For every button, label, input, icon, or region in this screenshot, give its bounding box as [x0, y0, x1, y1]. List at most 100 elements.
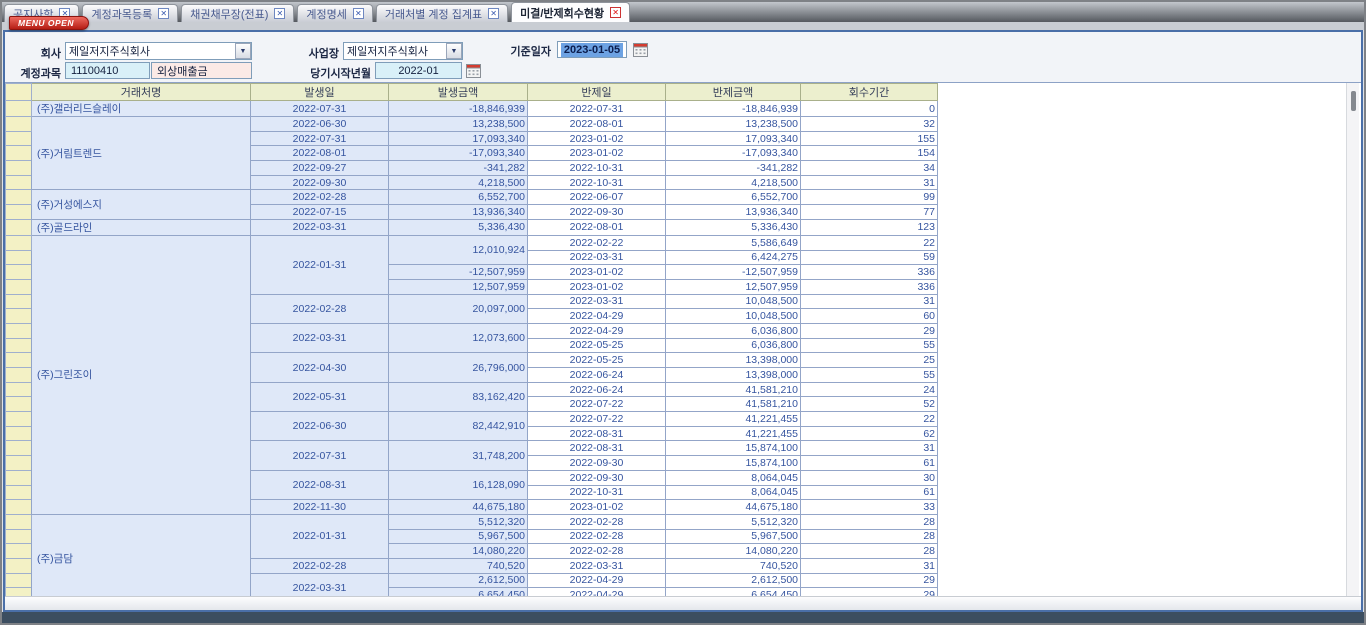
- selector[interactable]: [5, 218, 32, 236]
- settle-date[interactable]: 2022-05-25: [527, 337, 666, 354]
- settle-date[interactable]: 2022-05-25: [527, 352, 666, 368]
- collect-days[interactable]: 31: [800, 440, 938, 457]
- calendar-icon[interactable]: [466, 63, 481, 78]
- settle-amount[interactable]: 15,874,100: [665, 440, 801, 457]
- occ-amount[interactable]: 12,507,959: [388, 278, 528, 295]
- column-header[interactable]: 반제일: [527, 83, 666, 101]
- tab-close-icon[interactable]: ✕: [352, 8, 364, 19]
- settle-date[interactable]: 2022-08-31: [527, 425, 666, 442]
- settle-amount[interactable]: 6,654,450: [665, 587, 801, 596]
- collect-days[interactable]: 22: [800, 411, 938, 427]
- settle-amount[interactable]: 13,238,500: [665, 116, 801, 132]
- settle-amount[interactable]: 41,581,210: [665, 381, 801, 398]
- collect-days[interactable]: 77: [800, 204, 938, 220]
- settle-amount[interactable]: 5,967,500: [665, 528, 801, 545]
- occ-amount[interactable]: 26,796,000: [388, 352, 528, 383]
- collect-days[interactable]: 28: [800, 513, 938, 530]
- occ-amount[interactable]: 740,520: [388, 557, 528, 574]
- horizontal-scrollbar[interactable]: [5, 596, 1361, 610]
- occ-date[interactable]: 2022-09-27: [250, 160, 389, 176]
- selector[interactable]: [5, 174, 32, 191]
- selector[interactable]: [5, 425, 32, 442]
- settle-amount[interactable]: -12,507,959: [665, 264, 801, 280]
- occ-date[interactable]: 2022-02-28: [250, 189, 389, 206]
- collect-days[interactable]: 61: [800, 484, 938, 501]
- settle-amount[interactable]: 14,080,220: [665, 543, 801, 559]
- collect-days[interactable]: 55: [800, 337, 938, 354]
- settle-date[interactable]: 2022-10-31: [527, 160, 666, 176]
- occ-date[interactable]: 2022-07-31: [250, 440, 389, 471]
- collect-days[interactable]: 0: [800, 100, 938, 117]
- settle-date[interactable]: 2022-04-29: [527, 322, 666, 339]
- selector[interactable]: [5, 440, 32, 457]
- collect-days[interactable]: 155: [800, 130, 938, 147]
- name[interactable]: (주)골드라인: [31, 218, 251, 236]
- settle-date[interactable]: 2022-02-22: [527, 234, 666, 251]
- settle-date[interactable]: 2023-01-02: [527, 264, 666, 280]
- tab-2[interactable]: 계정과목등록 ✕: [82, 4, 179, 22]
- occ-amount[interactable]: 6,654,450: [388, 587, 528, 596]
- collect-days[interactable]: 59: [800, 249, 938, 266]
- occ-date[interactable]: 2022-03-31: [250, 572, 389, 596]
- settle-amount[interactable]: 41,221,455: [665, 411, 801, 427]
- company-select[interactable]: 제일저지주식회사 ▼: [65, 42, 252, 60]
- selector[interactable]: [5, 557, 32, 574]
- collect-days[interactable]: 29: [800, 322, 938, 339]
- settle-date[interactable]: 2022-02-28: [527, 528, 666, 545]
- settle-date[interactable]: 2022-10-31: [527, 484, 666, 501]
- settle-amount[interactable]: 15,874,100: [665, 455, 801, 471]
- tab-5[interactable]: 거래처별 계정 집계표 ✕: [375, 4, 509, 22]
- collect-days[interactable]: 33: [800, 499, 938, 515]
- settle-amount[interactable]: 8,064,045: [665, 484, 801, 501]
- selector[interactable]: [5, 249, 32, 266]
- chevron-down-icon[interactable]: ▼: [446, 43, 462, 59]
- selector[interactable]: [5, 499, 32, 515]
- occ-amount[interactable]: -18,846,939: [388, 100, 528, 117]
- settle-date[interactable]: 2022-07-31: [527, 100, 666, 117]
- occ-amount[interactable]: 4,218,500: [388, 174, 528, 191]
- name[interactable]: (주)거성에스지: [31, 189, 251, 220]
- settle-date[interactable]: 2022-03-31: [527, 557, 666, 574]
- settle-date[interactable]: 2022-09-30: [527, 469, 666, 486]
- selector[interactable]: [5, 160, 32, 176]
- settle-date[interactable]: 2023-01-02: [527, 145, 666, 162]
- settle-date[interactable]: 2023-01-02: [527, 278, 666, 295]
- collect-days[interactable]: 154: [800, 145, 938, 162]
- name[interactable]: (주)그린조이: [31, 234, 251, 515]
- settle-date[interactable]: 2022-08-01: [527, 218, 666, 236]
- settle-amount[interactable]: 4,218,500: [665, 174, 801, 191]
- collect-days[interactable]: 31: [800, 293, 938, 310]
- collect-days[interactable]: 22: [800, 234, 938, 251]
- settle-amount[interactable]: 5,512,320: [665, 513, 801, 530]
- name[interactable]: (주)금담: [31, 513, 251, 596]
- site-select[interactable]: 제일저지주식회사 ▼: [343, 42, 463, 60]
- settle-amount[interactable]: 6,036,800: [665, 337, 801, 354]
- selector[interactable]: [5, 204, 32, 220]
- selector[interactable]: [5, 322, 32, 339]
- collect-days[interactable]: 62: [800, 425, 938, 442]
- tab-6[interactable]: 미결/반제회수현황 ✕: [511, 2, 631, 22]
- occ-amount[interactable]: 20,097,000: [388, 293, 528, 324]
- occ-date[interactable]: 2022-03-31: [250, 218, 389, 236]
- selector[interactable]: [5, 528, 32, 545]
- occ-date[interactable]: 2022-08-31: [250, 469, 389, 501]
- occ-amount[interactable]: -12,507,959: [388, 264, 528, 280]
- occ-amount[interactable]: 44,675,180: [388, 499, 528, 515]
- settle-amount[interactable]: 17,093,340: [665, 130, 801, 147]
- selector[interactable]: [5, 455, 32, 471]
- occ-date[interactable]: 2022-06-30: [250, 116, 389, 132]
- tab-close-icon[interactable]: ✕: [274, 8, 286, 19]
- selector[interactable]: [5, 189, 32, 206]
- settle-date[interactable]: 2022-02-28: [527, 543, 666, 559]
- calendar-icon[interactable]: [633, 42, 648, 57]
- settle-date[interactable]: 2022-06-24: [527, 367, 666, 383]
- settle-amount[interactable]: 41,581,210: [665, 396, 801, 413]
- settle-amount[interactable]: 6,552,700: [665, 189, 801, 206]
- occ-date[interactable]: 2022-08-01: [250, 145, 389, 162]
- column-header[interactable]: 발생일: [250, 83, 389, 101]
- tab-close-icon[interactable]: ✕: [488, 8, 500, 19]
- tab-close-icon[interactable]: ✕: [158, 8, 170, 19]
- settle-amount[interactable]: 6,036,800: [665, 322, 801, 339]
- occ-amount[interactable]: 5,336,430: [388, 218, 528, 236]
- collect-days[interactable]: 32: [800, 116, 938, 132]
